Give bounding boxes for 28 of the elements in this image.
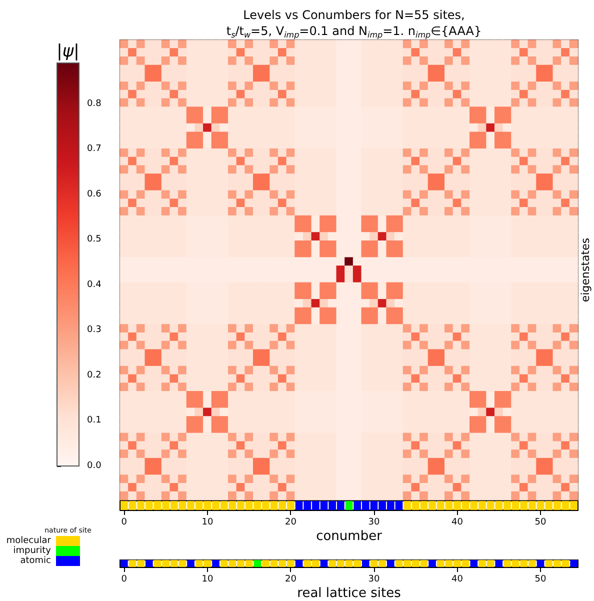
- color-bar-title: |ψ|: [56, 42, 80, 62]
- x-axis-title: conumber: [316, 529, 383, 544]
- x-axis-title: real lattice sites: [297, 586, 402, 601]
- legend-label: atomic: [20, 556, 52, 566]
- color-bar-label: 0.1: [87, 416, 102, 426]
- color-bar-label: 0.8: [87, 98, 102, 109]
- x-tick-label: 0: [121, 518, 128, 528]
- x-tick-label: 40: [452, 574, 464, 584]
- x-tick-label: 30: [368, 574, 380, 584]
- color-bar-label: 0.5: [87, 234, 102, 245]
- x-tick-label: 40: [452, 518, 464, 528]
- x-tick-label: 10: [202, 574, 214, 584]
- color-bar-label: 0.7: [87, 144, 102, 154]
- x-tick-label: 0: [121, 574, 128, 584]
- x-tick-label: 20: [284, 574, 297, 584]
- legend-label: molecular: [6, 536, 52, 546]
- x-tick-label: 30: [368, 518, 380, 528]
- legend-label: impurity: [13, 546, 52, 556]
- color-bar-label: 0.2: [87, 370, 102, 380]
- x-tick-label: 50: [534, 574, 547, 584]
- color-bar-label: 0.6: [87, 189, 102, 200]
- color-bar-label: 0.4: [87, 280, 102, 290]
- color-bar-label: 0.0: [87, 461, 102, 471]
- y-axis-title: eigenstates: [579, 238, 592, 302]
- x-tick-label: 20: [284, 518, 297, 528]
- x-tick-label: 50: [534, 518, 547, 528]
- x-tick-label: 10: [202, 518, 214, 528]
- color-bar-label: 0.3: [87, 325, 102, 336]
